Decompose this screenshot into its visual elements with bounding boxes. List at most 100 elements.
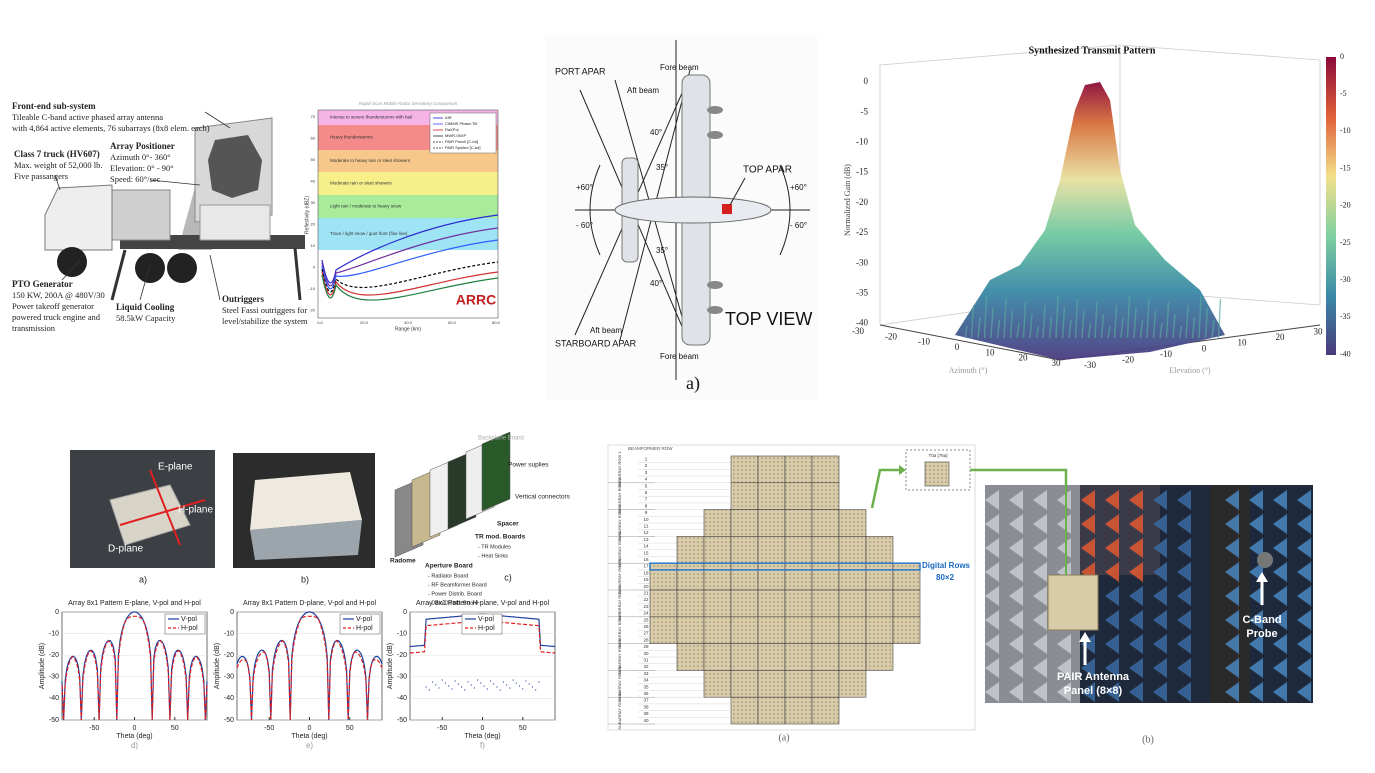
label: -20	[856, 197, 868, 207]
label: 39	[643, 711, 649, 716]
label: 0	[1202, 343, 1207, 353]
surface-spike	[1048, 316, 1053, 339]
label: -10	[856, 136, 868, 146]
absorber-cone	[985, 538, 999, 558]
surface-spike	[1100, 313, 1105, 339]
legend-label: H-pol	[181, 625, 198, 632]
absorber-cone	[1273, 514, 1287, 534]
tile	[730, 536, 759, 564]
label: 20	[643, 584, 649, 589]
y-tick-label: -40	[397, 695, 407, 702]
arrow	[870, 468, 900, 509]
callout	[729, 177, 746, 206]
label: Steel Fassi outriggers for	[222, 305, 307, 315]
label: Speed: 60°/sec	[110, 174, 161, 184]
surface-spike	[1191, 316, 1196, 339]
absorber-cone	[1105, 682, 1119, 702]
tile	[811, 536, 840, 564]
label: SUBARRAY ROW 6	[617, 585, 622, 622]
label: Light rain / moderate to heavy snow	[330, 204, 402, 209]
label: 21	[643, 591, 649, 596]
label: -20	[1122, 354, 1134, 364]
surface-spike	[1003, 298, 1007, 339]
absorber-cone	[1273, 586, 1287, 606]
absorber-cone	[1297, 610, 1311, 630]
label: 1	[645, 457, 648, 462]
absorber-cone	[1009, 658, 1023, 678]
absorber-cone	[1153, 490, 1167, 510]
label: TOP VIEW	[725, 309, 812, 329]
digital-row-band	[649, 562, 921, 571]
label: Outriggers	[222, 294, 264, 304]
tile	[757, 509, 786, 537]
absorber-cone	[985, 490, 999, 510]
absorber-cone	[1273, 682, 1287, 702]
absorber-cone	[1225, 490, 1239, 510]
pattern-curve	[61, 615, 208, 721]
label: 38	[643, 704, 649, 709]
tile	[730, 562, 759, 591]
label: f)	[480, 741, 485, 750]
tile	[892, 562, 921, 591]
callout	[209, 254, 221, 301]
absorber-cone	[1297, 490, 1311, 510]
absorber-cone	[1273, 634, 1287, 654]
tile	[757, 589, 786, 618]
absorber-cone	[1081, 658, 1095, 678]
surface-spike	[1035, 325, 1040, 339]
surface-spike	[996, 319, 1001, 339]
tile	[811, 643, 840, 671]
label: Aperture Board	[425, 563, 473, 570]
tile	[784, 643, 813, 671]
absorber-cone	[1105, 538, 1119, 558]
label: Array 8x1 Pattern E-plane, V-pol and H-p…	[68, 600, 201, 607]
label: level/stabilize the system	[222, 316, 308, 326]
pattern-trace	[483, 685, 485, 687]
absorber-cone	[1153, 586, 1167, 606]
label: e)	[306, 741, 313, 750]
pattern-trace	[464, 689, 466, 691]
pattern-trace	[438, 687, 440, 689]
label: -30	[856, 257, 868, 267]
tile	[924, 461, 950, 487]
tile	[757, 455, 786, 484]
tile	[757, 536, 786, 564]
tile	[730, 643, 759, 671]
tile	[757, 562, 786, 591]
sensitivity-curve	[321, 214, 499, 284]
tile	[784, 536, 813, 564]
label: 12	[643, 530, 649, 535]
label: 29	[643, 644, 649, 649]
absorber-cone	[1057, 658, 1071, 678]
label: RaXPol	[445, 127, 459, 132]
label: Panel (8×8)	[1064, 685, 1123, 697]
top-apar	[722, 204, 732, 214]
label: 9	[645, 510, 648, 515]
absorber-cone	[1033, 634, 1047, 654]
tile	[757, 670, 786, 698]
label: Azimuth 0°- 360°	[110, 152, 171, 162]
label: - Power Distrib. Board	[428, 591, 482, 597]
tile	[811, 616, 840, 644]
label: Vertical connectors	[515, 494, 571, 501]
label: 23	[643, 604, 649, 609]
label: -30	[1084, 360, 1096, 370]
label: Heavy thunderstorms	[330, 135, 374, 140]
label: Array 8x1 Pattern D-plane, V-pol and H-p…	[243, 600, 377, 607]
absorber-cone	[1273, 610, 1287, 630]
legend-label: V-pol	[181, 616, 197, 623]
absorber-cone	[1153, 682, 1167, 702]
tile	[784, 509, 813, 537]
tile	[730, 509, 759, 537]
surface-spike	[1113, 304, 1118, 339]
plot-frame	[317, 109, 499, 319]
label: Moderate to heavy rain or sleet showers	[330, 158, 411, 163]
tile	[892, 616, 921, 644]
pattern-trace	[473, 687, 476, 689]
label: 32	[643, 664, 649, 669]
pattern-trace	[460, 686, 463, 688]
surface-spike	[1068, 319, 1072, 339]
label: 0	[1340, 52, 1344, 61]
label: powered truck engine and	[12, 312, 101, 322]
absorber-cone	[1177, 634, 1191, 654]
